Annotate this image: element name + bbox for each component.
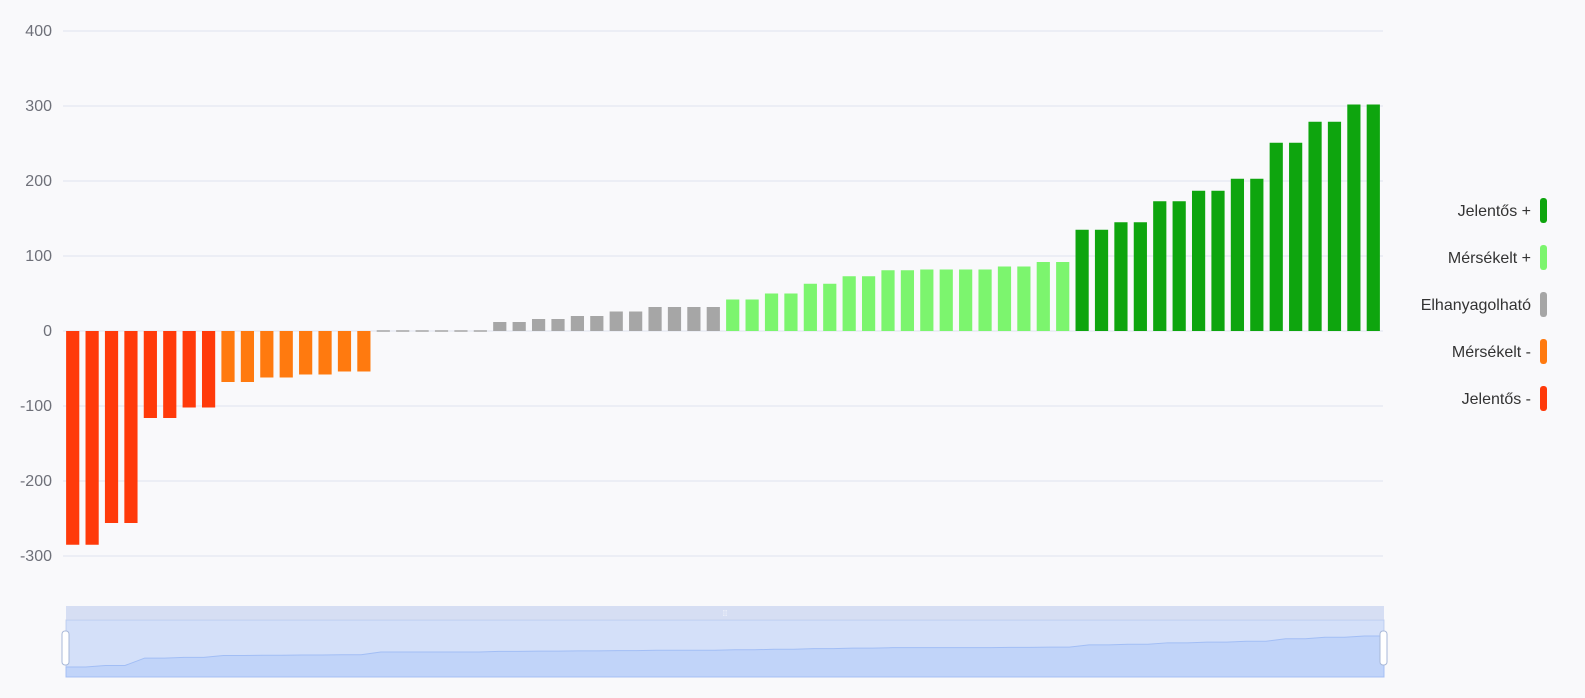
legend: Jelentős + Mérsékelt + Elhanyagolható Mérsé… <box>1421 198 1547 411</box>
y-tick-label: 100 <box>25 248 52 265</box>
bar-elhanyagolhato[interactable] <box>667 307 682 331</box>
bar-jelentos-minus[interactable] <box>66 331 80 545</box>
legend-label: Elhanyagolható <box>1421 297 1531 314</box>
bar-elhanyagolhato[interactable] <box>590 316 604 331</box>
bar-merskelt-minus[interactable] <box>221 331 235 382</box>
y-tick-label: -300 <box>20 548 52 565</box>
bar-jelentos-plus[interactable] <box>1133 222 1147 331</box>
bar-elhanyagolhato[interactable] <box>493 322 507 331</box>
y-tick-label: 300 <box>25 98 52 115</box>
bar-jelentos-plus[interactable] <box>1250 178 1264 331</box>
legend-label: Jelentős + <box>1458 203 1531 220</box>
bar-jelentos-plus[interactable] <box>1075 229 1089 331</box>
bar-jelentos-minus[interactable] <box>201 331 216 408</box>
bar-merskelt-plus[interactable] <box>842 276 856 331</box>
bar-jelentos-minus[interactable] <box>124 331 138 523</box>
bar-elhanyagolhato[interactable] <box>551 319 565 331</box>
bar-elhanyagolhato[interactable] <box>415 330 429 332</box>
bar-merskelt-plus[interactable] <box>1017 266 1031 332</box>
bar-jelentos-plus[interactable] <box>1172 201 1186 331</box>
bar-merskelt-minus[interactable] <box>299 331 313 375</box>
bar-merskelt-plus[interactable] <box>823 283 837 331</box>
zoom-handle-left[interactable] <box>61 630 70 666</box>
bar-jelentos-minus[interactable] <box>104 331 119 523</box>
legend-label: Mérsékelt + <box>1448 250 1531 267</box>
bar-elhanyagolhato[interactable] <box>376 330 390 332</box>
bar-elhanyagolhato[interactable] <box>687 307 701 331</box>
bar-merskelt-plus[interactable] <box>861 276 876 331</box>
bar-merskelt-minus[interactable] <box>337 331 352 372</box>
bar-jelentos-minus[interactable] <box>163 331 177 418</box>
bar-jelentos-minus[interactable] <box>85 331 99 545</box>
bar-merskelt-plus[interactable] <box>959 269 973 332</box>
bar-merskelt-plus[interactable] <box>1036 262 1050 331</box>
bar-merskelt-plus[interactable] <box>764 293 779 332</box>
legend-label: Jelentős - <box>1462 391 1531 408</box>
bar-merskelt-plus[interactable] <box>784 293 798 332</box>
bar-elhanyagolhato[interactable] <box>454 330 468 332</box>
bar-jelentos-plus[interactable] <box>1366 104 1380 332</box>
bar-jelentos-plus[interactable] <box>1230 178 1245 331</box>
bar-elhanyagolhato[interactable] <box>706 307 720 331</box>
bar-elhanyagolhato[interactable] <box>609 311 623 332</box>
bar-merskelt-plus[interactable] <box>997 266 1012 332</box>
bar-merskelt-plus[interactable] <box>745 299 759 332</box>
legend-swatch-jelentos-minus[interactable] <box>1540 386 1547 411</box>
bar-merskelt-plus[interactable] <box>881 270 895 331</box>
bar-jelentos-plus[interactable] <box>1289 142 1303 331</box>
bar-jelentos-plus[interactable] <box>1153 201 1167 331</box>
legend-swatch-merskelt-plus[interactable] <box>1540 245 1547 270</box>
bar-elhanyagolhato[interactable] <box>434 330 449 332</box>
bar-elhanyagolhato[interactable] <box>570 316 585 331</box>
bar-jelentos-plus[interactable] <box>1114 222 1128 331</box>
bar-jelentos-plus[interactable] <box>1327 121 1342 331</box>
bar-merskelt-minus[interactable] <box>357 331 371 372</box>
y-tick-label: -200 <box>20 473 52 490</box>
bar-jelentos-plus[interactable] <box>1347 104 1361 332</box>
bar-jelentos-plus[interactable] <box>1211 190 1225 331</box>
bar-merskelt-plus[interactable] <box>726 299 740 332</box>
bar-elhanyagolhato[interactable] <box>629 311 643 332</box>
bar-jelentos-minus[interactable] <box>143 331 157 418</box>
bar-merskelt-minus[interactable] <box>260 331 274 378</box>
legend-swatch-merskelt-minus[interactable] <box>1540 339 1547 364</box>
bar-merskelt-minus[interactable] <box>318 331 332 375</box>
bar-elhanyagolhato[interactable] <box>512 322 526 331</box>
bar-merskelt-plus[interactable] <box>939 269 953 332</box>
data-zoom-slider[interactable]: ⁞⁞ <box>61 606 1388 678</box>
y-tick-label: 400 <box>25 23 52 40</box>
bar-jelentos-minus[interactable] <box>182 331 196 408</box>
bar-merskelt-plus[interactable] <box>920 269 934 332</box>
zoom-move-bar[interactable] <box>66 606 1384 620</box>
y-tick-label: 200 <box>25 173 52 190</box>
zoom-handle-right[interactable] <box>1379 630 1388 666</box>
y-tick-label: 0 <box>43 323 52 340</box>
zoom-selected-window[interactable] <box>66 620 1384 677</box>
bar-merskelt-plus[interactable] <box>900 270 915 331</box>
bar-jelentos-plus[interactable] <box>1094 229 1109 331</box>
bar-jelentos-plus[interactable] <box>1269 142 1283 331</box>
bar-merskelt-plus[interactable] <box>1056 262 1070 331</box>
bar-elhanyagolhato[interactable] <box>531 319 546 331</box>
bar-elhanyagolhato[interactable] <box>396 330 410 332</box>
bar-merskelt-plus[interactable] <box>978 269 992 332</box>
y-tick-label: -100 <box>20 398 52 415</box>
legend-swatch-jelentos-plus[interactable] <box>1540 198 1547 223</box>
zoom-grip-icon: ⁞⁞ <box>723 609 727 618</box>
bar-elhanyagolhato[interactable] <box>648 307 662 331</box>
bar-jelentos-plus[interactable] <box>1308 121 1322 331</box>
bars-layer <box>66 104 1380 545</box>
bar-merskelt-plus[interactable] <box>803 283 817 331</box>
bar-merskelt-minus[interactable] <box>240 331 255 382</box>
legend-label: Mérsékelt - <box>1452 344 1531 361</box>
zoom-preview-area <box>65 635 1385 678</box>
bar-merskelt-minus[interactable] <box>279 331 293 378</box>
legend-swatch-elhanyagolhato[interactable] <box>1540 292 1547 317</box>
y-axis: 400 300 200 100 0 -100 -200 -300 <box>20 23 52 565</box>
bar-jelentos-plus[interactable] <box>1191 190 1206 331</box>
bar-elhanyagolhato[interactable] <box>473 330 487 332</box>
